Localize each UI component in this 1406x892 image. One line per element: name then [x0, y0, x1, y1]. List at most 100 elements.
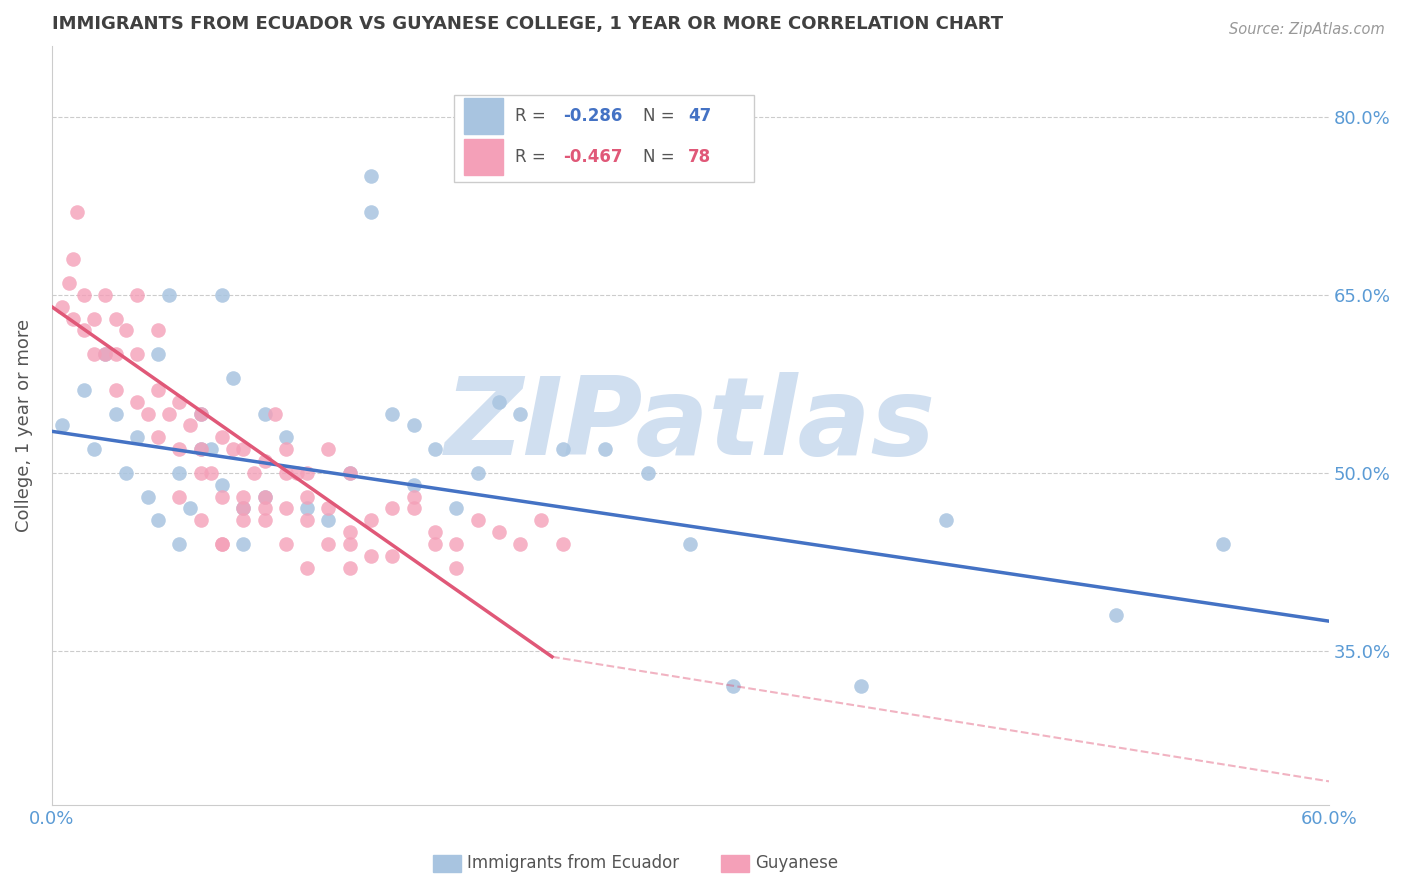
Point — [104, 383, 127, 397]
Text: N =: N = — [643, 148, 681, 166]
Point — [115, 323, 138, 337]
Point — [94, 347, 117, 361]
Point — [157, 407, 180, 421]
Point — [488, 394, 510, 409]
Point — [169, 490, 191, 504]
Point — [274, 466, 297, 480]
Point — [402, 477, 425, 491]
Point — [274, 501, 297, 516]
Point — [190, 407, 212, 421]
Point — [190, 407, 212, 421]
Text: R =: R = — [516, 107, 551, 125]
Point — [444, 537, 467, 551]
Point — [136, 407, 159, 421]
Point — [339, 537, 361, 551]
Point — [423, 537, 446, 551]
Point — [190, 442, 212, 456]
Text: -0.467: -0.467 — [562, 148, 623, 166]
Point — [339, 466, 361, 480]
Point — [179, 501, 201, 516]
Point — [125, 347, 148, 361]
Point — [274, 537, 297, 551]
Point — [94, 347, 117, 361]
Point — [83, 347, 105, 361]
Point — [274, 430, 297, 444]
Point — [1212, 537, 1234, 551]
Point — [360, 513, 382, 527]
Point — [318, 513, 340, 527]
Point — [551, 442, 574, 456]
Point — [190, 442, 212, 456]
Point — [211, 477, 233, 491]
Point — [200, 442, 222, 456]
Point — [148, 513, 170, 527]
Point — [62, 252, 84, 267]
Point — [935, 513, 957, 527]
Point — [295, 490, 318, 504]
FancyBboxPatch shape — [454, 95, 754, 182]
Point — [253, 513, 276, 527]
Point — [402, 490, 425, 504]
Point — [318, 442, 340, 456]
Point — [58, 276, 80, 290]
Point — [488, 525, 510, 540]
Point — [200, 466, 222, 480]
Point — [62, 311, 84, 326]
Point — [73, 383, 96, 397]
Point — [222, 371, 245, 385]
Point — [444, 561, 467, 575]
Point — [148, 323, 170, 337]
Point — [66, 204, 89, 219]
Point — [94, 288, 117, 302]
Point — [679, 537, 702, 551]
Point — [444, 501, 467, 516]
Point — [148, 347, 170, 361]
Point — [83, 311, 105, 326]
Point — [104, 347, 127, 361]
Text: Source: ZipAtlas.com: Source: ZipAtlas.com — [1229, 22, 1385, 37]
Point — [467, 513, 489, 527]
Point — [148, 383, 170, 397]
Y-axis label: College, 1 year or more: College, 1 year or more — [15, 318, 32, 532]
Point — [264, 407, 287, 421]
Point — [125, 394, 148, 409]
Point — [136, 490, 159, 504]
Point — [593, 442, 616, 456]
Point — [104, 311, 127, 326]
Point — [381, 549, 404, 563]
Point — [125, 288, 148, 302]
Point — [381, 407, 404, 421]
Point — [222, 442, 245, 456]
Text: Guyanese: Guyanese — [755, 855, 838, 872]
Point — [73, 288, 96, 302]
Bar — [464, 139, 502, 176]
Point — [423, 525, 446, 540]
Point — [179, 418, 201, 433]
Point — [211, 288, 233, 302]
Point — [211, 537, 233, 551]
Point — [509, 537, 531, 551]
Point — [530, 513, 553, 527]
Point — [253, 454, 276, 468]
Point — [1105, 608, 1128, 623]
Text: 47: 47 — [688, 107, 711, 125]
Point — [253, 407, 276, 421]
Point — [285, 466, 308, 480]
Point — [148, 430, 170, 444]
Point — [232, 442, 254, 456]
Point — [402, 418, 425, 433]
Bar — [464, 98, 502, 135]
Point — [360, 204, 382, 219]
Point — [115, 466, 138, 480]
Point — [295, 501, 318, 516]
Point — [509, 407, 531, 421]
Point — [83, 442, 105, 456]
Point — [211, 430, 233, 444]
Point — [253, 490, 276, 504]
Point — [295, 561, 318, 575]
Text: -0.286: -0.286 — [562, 107, 621, 125]
Point — [423, 442, 446, 456]
Point — [169, 394, 191, 409]
Point — [295, 466, 318, 480]
Point — [232, 501, 254, 516]
